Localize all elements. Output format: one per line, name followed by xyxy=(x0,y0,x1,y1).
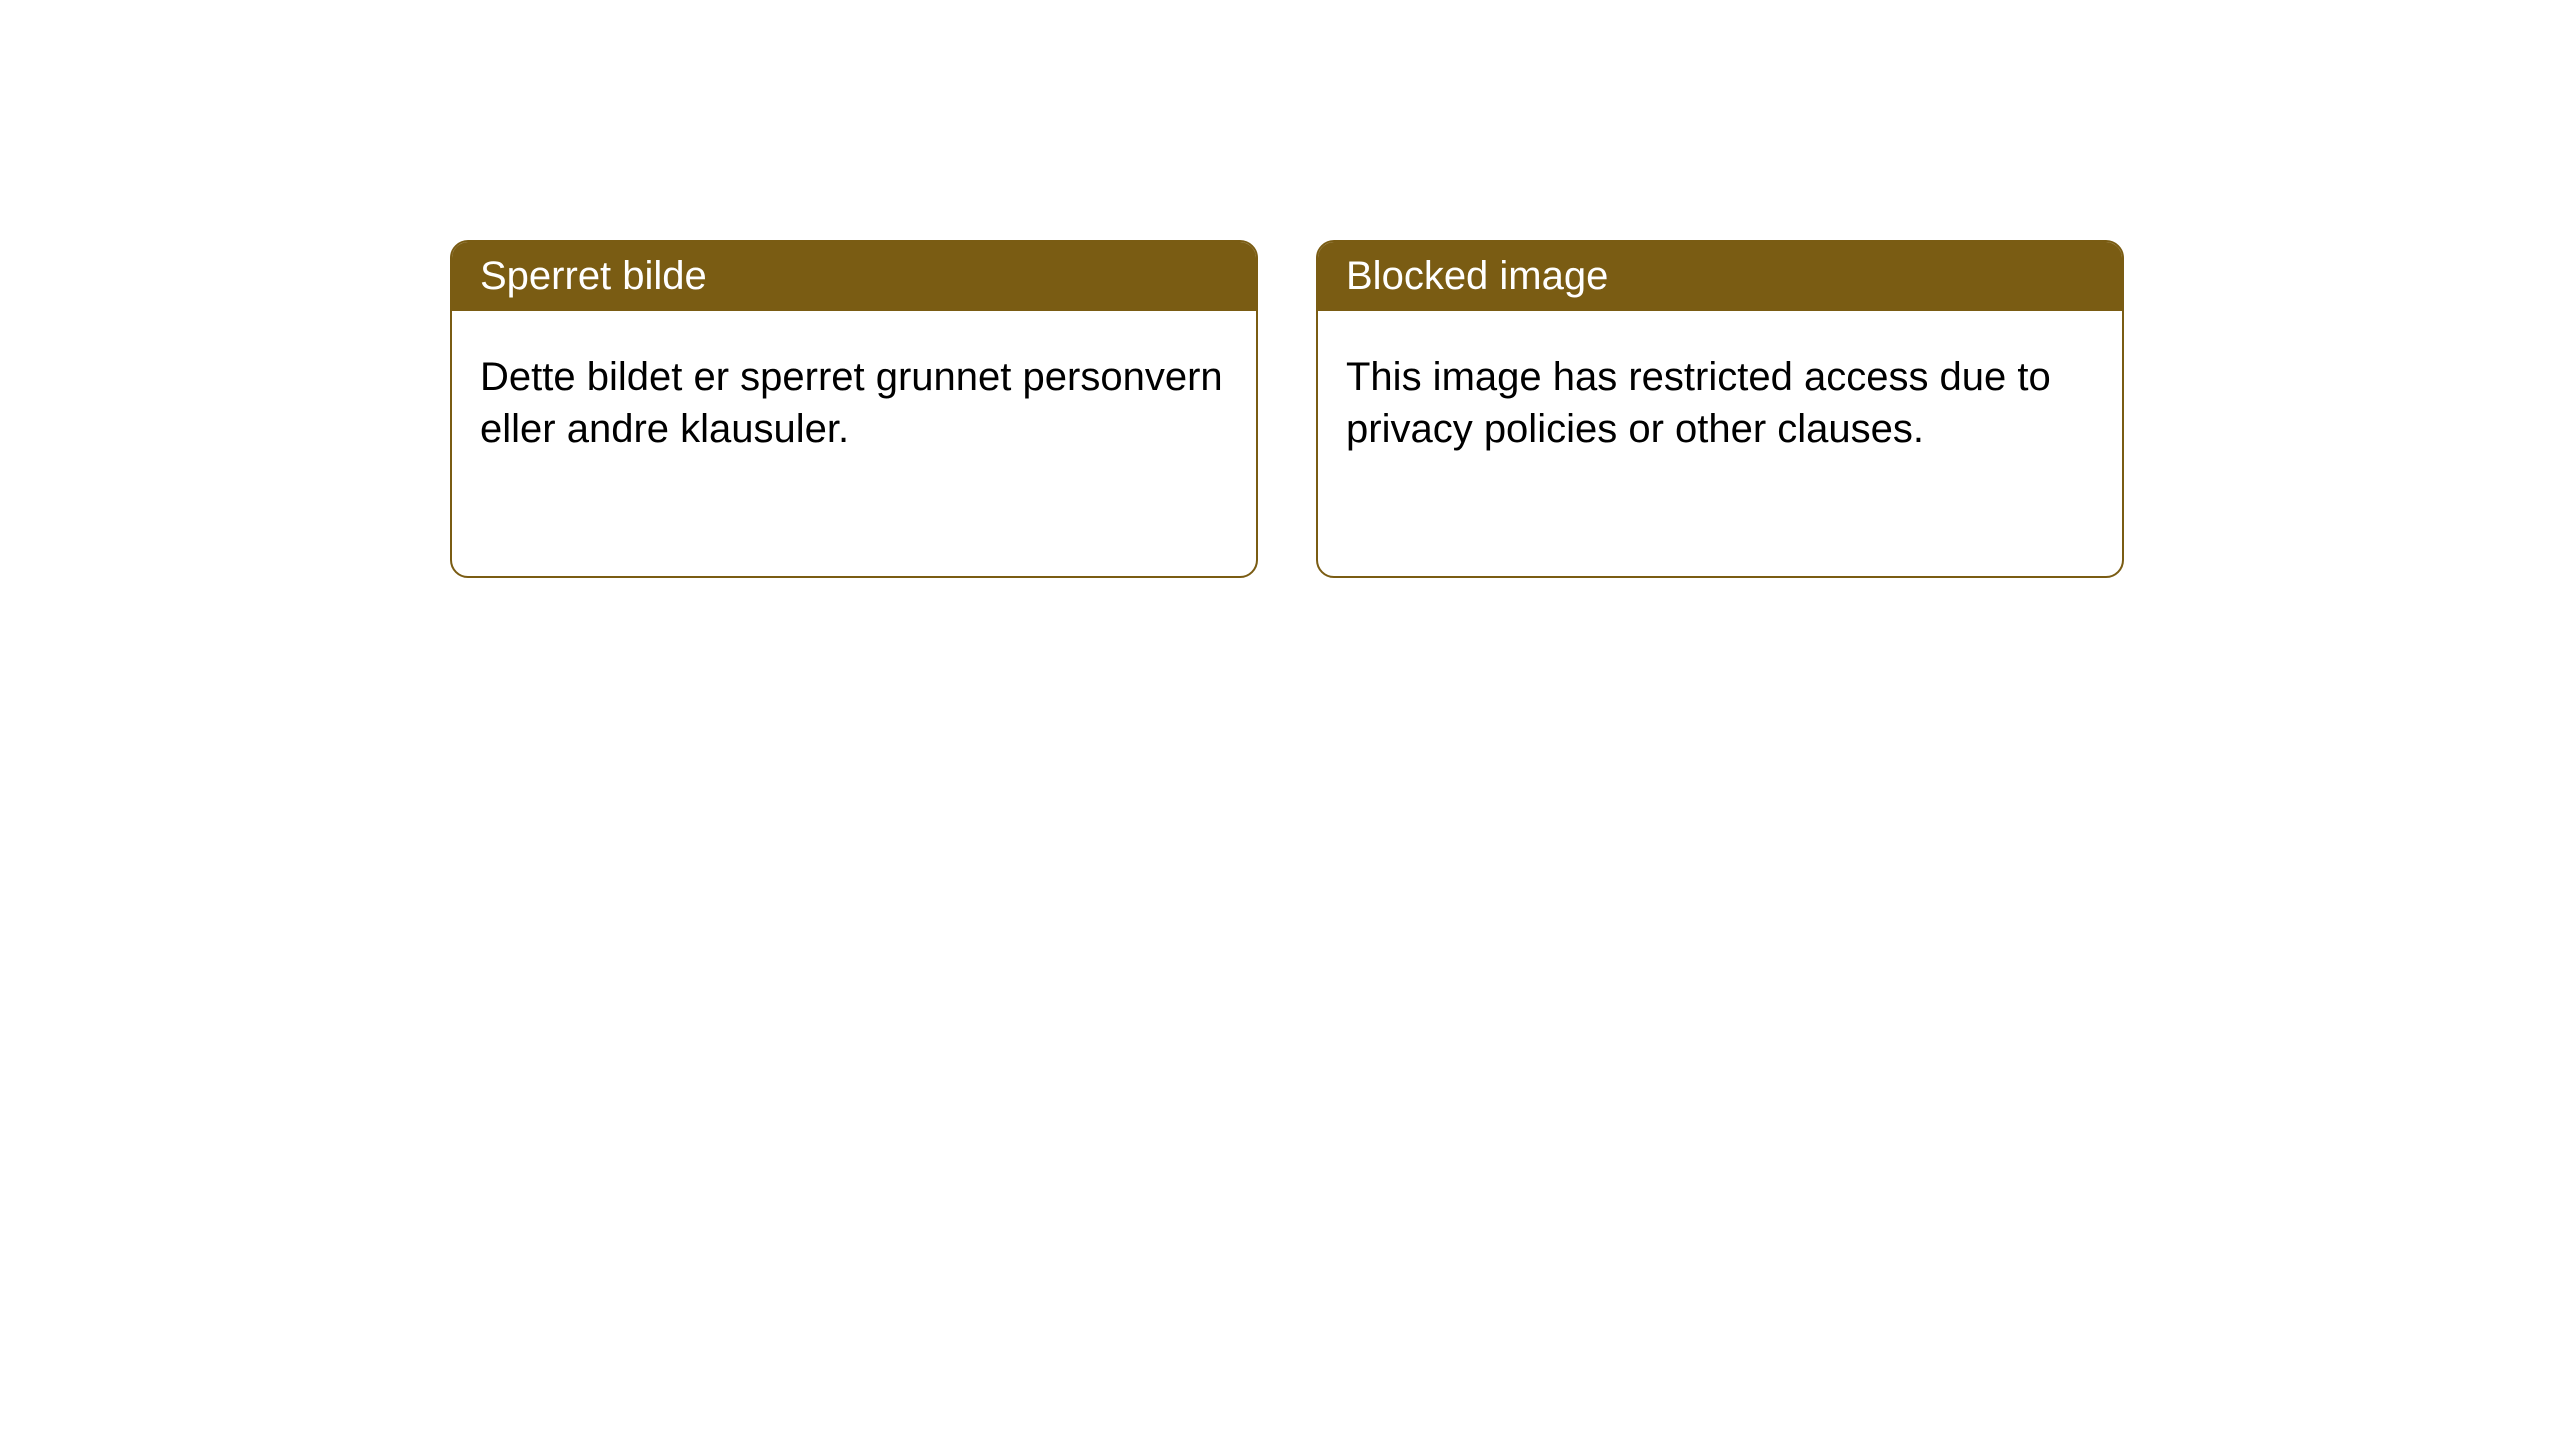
notice-container: Sperret bilde Dette bildet er sperret gr… xyxy=(0,0,2560,578)
card-title: Sperret bilde xyxy=(480,254,707,298)
card-body: This image has restricted access due to … xyxy=(1318,311,2122,495)
card-title: Blocked image xyxy=(1346,254,1608,298)
card-body: Dette bildet er sperret grunnet personve… xyxy=(452,311,1256,495)
card-header: Sperret bilde xyxy=(452,242,1256,311)
blocked-image-card-en: Blocked image This image has restricted … xyxy=(1316,240,2124,578)
card-message: This image has restricted access due to … xyxy=(1346,355,2051,451)
blocked-image-card-no: Sperret bilde Dette bildet er sperret gr… xyxy=(450,240,1258,578)
card-header: Blocked image xyxy=(1318,242,2122,311)
card-message: Dette bildet er sperret grunnet personve… xyxy=(480,355,1223,451)
